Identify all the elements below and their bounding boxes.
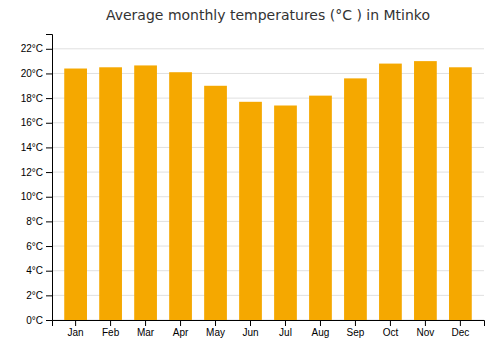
bar <box>414 61 437 320</box>
x-tick-mark <box>145 320 146 326</box>
y-tick: 16°C <box>21 117 52 128</box>
x-tick: Dec <box>451 320 469 338</box>
y-tick-mark <box>46 147 52 148</box>
bar <box>274 106 297 321</box>
x-tick-mark <box>285 320 286 326</box>
x-tick-label: Aug <box>312 327 330 338</box>
bar <box>379 64 402 320</box>
x-tick-label: Nov <box>417 327 435 338</box>
bar <box>309 96 332 320</box>
bars <box>64 61 472 320</box>
y-tick-mark <box>46 246 52 247</box>
x-tick-mark <box>250 320 251 326</box>
x-tick: Mar <box>137 320 155 338</box>
y-tick-label: 16°C <box>21 117 43 128</box>
y-tick: 10°C <box>21 191 52 202</box>
x-tick-label: Apr <box>173 327 189 338</box>
x-tick-mark <box>110 320 111 326</box>
bar <box>204 86 227 320</box>
bar <box>344 78 367 320</box>
y-tick-mark <box>46 172 52 173</box>
y-tick-label: 2°C <box>26 290 43 301</box>
y-tick: 4°C <box>26 265 52 276</box>
y-tick: 6°C <box>26 241 52 252</box>
x-tick-mark <box>75 320 76 326</box>
y-tick-mark <box>46 295 52 296</box>
y-tick: 8°C <box>26 216 52 227</box>
x-tick-mark <box>425 320 426 326</box>
y-tick: 2°C <box>26 290 52 301</box>
y-tick: 20°C <box>21 68 52 79</box>
bar <box>169 72 192 320</box>
y-axis: 0°C 2°C 4°C 6°C 8°C 10°C 12°C 14°C 16°C 18°C 20°C 2… <box>21 35 53 326</box>
y-tick-label: 18°C <box>21 93 43 104</box>
y-tick: 12°C <box>21 167 52 178</box>
y-tick-mark <box>46 320 52 321</box>
bar <box>449 67 472 320</box>
x-axis-line <box>53 321 485 327</box>
y-tick: 18°C <box>21 93 52 104</box>
x-tick-label: Feb <box>102 327 120 338</box>
y-tick: 22°C <box>21 43 52 54</box>
y-tick-mark <box>46 73 52 74</box>
x-tick: Jun <box>242 320 258 338</box>
x-tick: Jan <box>68 320 84 338</box>
x-tick-mark <box>390 320 391 326</box>
x-tick-label: Sep <box>347 327 365 338</box>
x-tick-label: Oct <box>383 327 399 338</box>
y-tick-label: 10°C <box>21 191 43 202</box>
x-tick-label: Dec <box>451 327 469 338</box>
bar <box>134 65 157 320</box>
x-tick: Sep <box>347 320 365 338</box>
grid-line <box>52 48 484 49</box>
bar <box>64 69 87 320</box>
x-tick-mark <box>215 320 216 326</box>
x-tick-label: Jul <box>279 327 292 338</box>
x-tick-mark <box>355 320 356 326</box>
x-tick: Apr <box>173 320 189 338</box>
y-tick-mark <box>46 197 52 198</box>
x-tick-label: Jan <box>68 327 84 338</box>
y-tick-mark <box>46 49 52 50</box>
x-tick: Nov <box>417 320 435 338</box>
y-tick-label: 14°C <box>21 142 43 153</box>
y-tick-label: 6°C <box>26 241 43 252</box>
x-tick-label: May <box>206 327 225 338</box>
x-tick-mark <box>180 320 181 326</box>
x-tick: May <box>206 320 225 338</box>
x-tick-label: Jun <box>242 327 258 338</box>
y-tick-mark <box>46 98 52 99</box>
x-tick-label: Mar <box>137 327 155 338</box>
y-tick-label: 4°C <box>26 265 43 276</box>
chart: 0°C 2°C 4°C 6°C 8°C 10°C 12°C 14°C 16°C 18°C 20°C 2… <box>0 0 500 350</box>
y-tick-label: 12°C <box>21 167 43 178</box>
x-tick-mark <box>320 320 321 326</box>
grid <box>52 49 484 320</box>
x-tick: Oct <box>383 320 399 338</box>
y-tick-mark <box>46 221 52 222</box>
title: Average monthly temperatures (°C ) in Mt… <box>106 7 430 23</box>
x-axis: Jan Feb Mar Apr May Jun Jul Aug Sep Oct Nov Dec <box>53 320 485 338</box>
y-axis-line <box>46 35 53 321</box>
y-tick: 14°C <box>21 142 52 153</box>
x-tick: Aug <box>312 320 330 338</box>
bar <box>239 102 262 320</box>
y-tick: 0°C <box>26 315 52 326</box>
bar <box>99 67 122 320</box>
y-tick-label: 20°C <box>21 68 43 79</box>
plot: 0°C 2°C 4°C 6°C 8°C 10°C 12°C 14°C 16°C 18°C 20°C 2… <box>21 35 485 339</box>
y-tick-label: 8°C <box>26 216 43 227</box>
x-tick-mark <box>460 320 461 326</box>
x-tick: Feb <box>102 320 120 338</box>
y-tick-label: 0°C <box>26 315 43 326</box>
x-tick: Jul <box>279 320 292 338</box>
y-tick-mark <box>46 123 52 124</box>
y-tick-label: 22°C <box>21 43 43 54</box>
y-tick-mark <box>46 271 52 272</box>
